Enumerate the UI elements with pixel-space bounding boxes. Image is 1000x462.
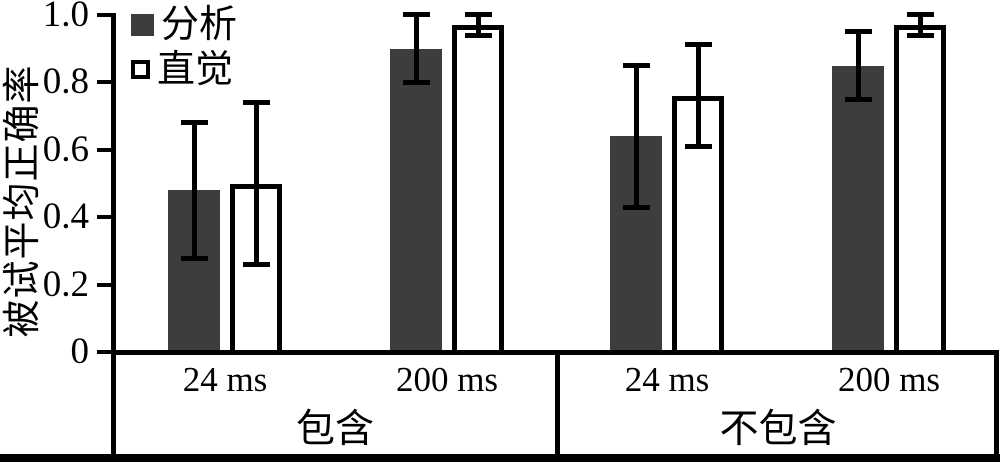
y-tick <box>97 282 111 287</box>
error-bar-line <box>413 15 419 83</box>
bottom-border <box>0 454 1000 462</box>
category-label: 24 ms <box>182 360 268 399</box>
legend-item-analysis: 分析 <box>131 2 237 47</box>
y-tick <box>97 215 111 220</box>
error-bar-cap-bottom <box>906 33 934 39</box>
error-bar-cap-top <box>242 99 270 105</box>
legend-swatch-open-icon <box>131 60 150 79</box>
error-bar-line <box>695 45 701 147</box>
error-bar-cap-bottom <box>622 205 650 211</box>
error-bar-line <box>633 65 639 208</box>
y-tick <box>97 350 111 354</box>
error-bar-cap-bottom <box>684 144 712 150</box>
error-bar-cap-top <box>402 12 430 17</box>
group-divider <box>555 352 560 462</box>
group-label: 包含 <box>295 408 374 451</box>
legend: 分析 直觉 <box>131 2 237 92</box>
error-bar-line <box>475 15 481 36</box>
error-bar-cap-top <box>844 28 872 34</box>
error-bar-cap-bottom <box>464 33 492 39</box>
error-bar-line <box>253 102 259 265</box>
bar-intuition-1 <box>452 25 504 355</box>
y-axis-line <box>111 13 116 357</box>
legend-item-intuition: 直觉 <box>131 47 237 92</box>
error-bar-line <box>855 31 861 100</box>
legend-swatch-filled-icon <box>131 13 154 36</box>
error-bar-cap-top <box>684 42 712 48</box>
error-bar-cap-bottom <box>180 255 208 261</box>
bar-analysis-1 <box>390 48 442 355</box>
error-bar-line <box>917 15 923 36</box>
group-divider <box>994 352 999 462</box>
category-label: 24 ms <box>624 360 710 399</box>
y-tick-label: 0.8 <box>42 61 89 103</box>
y-tick-label: 1.0 <box>42 0 89 35</box>
legend-label-intuition: 直觉 <box>157 48 234 91</box>
error-bar-cap-top <box>622 62 650 68</box>
y-tick <box>97 80 111 85</box>
category-label: 200 ms <box>837 360 941 399</box>
error-bar-cap-bottom <box>844 97 872 103</box>
y-tick-label: 0.2 <box>42 263 89 305</box>
y-tick <box>97 147 111 152</box>
bar-analysis-3 <box>832 65 884 355</box>
y-tick-label: 0.6 <box>42 128 89 170</box>
y-tick-label: 0.4 <box>42 196 89 238</box>
error-bar-line <box>191 122 197 258</box>
error-bar-cap-top <box>180 119 208 125</box>
error-bar-cap-bottom <box>402 80 430 86</box>
error-bar-cap-top <box>464 12 492 17</box>
category-label: 200 ms <box>395 360 499 399</box>
error-bar-cap-top <box>906 12 934 17</box>
y-tick <box>97 13 111 17</box>
error-bar-cap-bottom <box>242 262 270 268</box>
bar-intuition-3 <box>894 25 946 355</box>
group-divider <box>111 352 116 462</box>
legend-label-analysis: 分析 <box>161 3 238 46</box>
group-label: 不包含 <box>719 408 837 451</box>
y-tick-label: 0 <box>70 331 90 372</box>
